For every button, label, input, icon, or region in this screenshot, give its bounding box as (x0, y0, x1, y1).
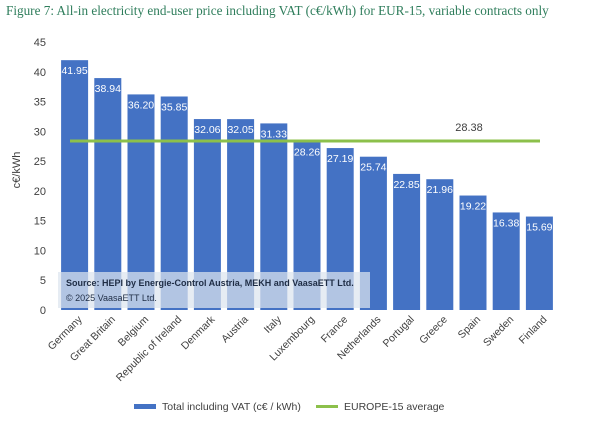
legend-swatch-bars (134, 404, 156, 409)
bar (426, 179, 454, 310)
y-tick-label: 15 (34, 216, 46, 228)
y-axis-label: c€/kWh (11, 152, 23, 189)
data-label: 36.20 (128, 99, 154, 111)
y-tick-label: 35 (34, 97, 46, 109)
bar (492, 212, 520, 310)
y-tick-label: 30 (34, 126, 46, 138)
category-label: Sweden (481, 314, 516, 349)
legend-swatch-average (316, 405, 338, 408)
data-label: 31.33 (261, 128, 287, 140)
y-tick-label: 40 (34, 67, 46, 79)
average-line-group: 28.38 (70, 122, 540, 143)
y-tick-label: 20 (34, 186, 46, 198)
category-label: Republic of Ireland (114, 314, 185, 385)
data-label: 27.19 (327, 153, 353, 165)
bar (94, 78, 122, 310)
bar (61, 60, 89, 310)
source-box: Source: HEPI by Energie-Control Austria,… (58, 272, 370, 308)
average-label: 28.38 (455, 122, 483, 134)
category-label: Finland (517, 314, 550, 347)
category-label: Denmark (179, 313, 218, 352)
bar (393, 173, 421, 310)
y-axis-ticks: 0 5 10 15 20 25 30 35 40 45 (34, 37, 46, 317)
bar (459, 195, 487, 310)
category-label: Greece (417, 314, 450, 347)
data-label: 25.74 (360, 162, 386, 174)
category-label: France (319, 314, 351, 346)
category-label: Italy (262, 313, 285, 336)
category-label: Spain (456, 314, 484, 342)
data-label: 28.26 (294, 147, 320, 159)
copyright-text: © 2025 VaasaETT Ltd. (66, 293, 157, 303)
data-label: 35.85 (161, 101, 187, 113)
figure-title: Figure 7: All-in electricity end-user pr… (6, 3, 549, 18)
legend: Total including VAT (c€ / kWh) EUROPE-15… (0, 398, 600, 418)
data-label: 22.85 (393, 179, 419, 191)
bar (525, 216, 553, 310)
data-label: 21.96 (427, 184, 453, 196)
source-text: Source: HEPI by Energie-Control Austria,… (66, 278, 354, 288)
bar-chart: c€/kWh 0 5 10 15 20 25 30 35 40 45 41.95 38.94 36.2… (11, 37, 553, 384)
y-tick-label: 10 (34, 245, 46, 257)
legend-label-bars: Total including VAT (c€ / kWh) (162, 401, 301, 413)
data-label: 16.38 (493, 217, 519, 229)
legend-label-average: EUROPE-15 average (344, 401, 445, 413)
data-label: 19.22 (460, 201, 486, 213)
category-label: Portugal (381, 314, 417, 350)
data-label: 32.05 (227, 124, 253, 136)
data-label: 32.06 (194, 124, 220, 136)
data-labels: 41.95 38.94 36.20 35.85 32.06 32.05 31.33 28.26… (61, 65, 552, 233)
data-label: 38.94 (95, 83, 121, 95)
y-tick-label: 25 (34, 156, 46, 168)
y-tick-label: 45 (34, 37, 46, 49)
category-label: Austria (219, 314, 251, 346)
data-label: 41.95 (61, 65, 87, 77)
y-tick-label: 0 (40, 305, 46, 317)
data-label: 15.69 (526, 222, 552, 234)
y-tick-label: 5 (40, 275, 46, 287)
